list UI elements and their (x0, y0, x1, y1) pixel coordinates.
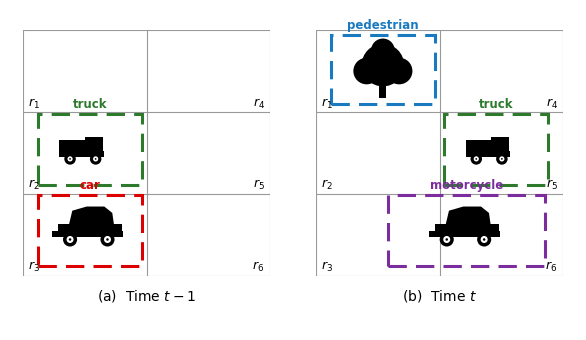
Text: (a)  Time $t-1$: (a) Time $t-1$ (97, 288, 196, 304)
Bar (379, 81, 386, 98)
Text: $r_3$: $r_3$ (321, 259, 333, 274)
Text: $r_5$: $r_5$ (253, 178, 265, 192)
Text: $r_3$: $r_3$ (28, 259, 40, 274)
Text: $r_4$: $r_4$ (253, 97, 265, 111)
Circle shape (69, 238, 71, 241)
Bar (494, 231, 499, 237)
Bar (491, 136, 509, 157)
Circle shape (496, 153, 507, 165)
Text: truck: truck (479, 98, 513, 111)
Text: truck: truck (73, 98, 107, 111)
Bar (101, 151, 104, 157)
Circle shape (100, 233, 114, 246)
Circle shape (93, 156, 98, 162)
Circle shape (499, 156, 505, 162)
Circle shape (106, 238, 109, 241)
Circle shape (386, 58, 413, 84)
Text: $r_6$: $r_6$ (253, 259, 265, 274)
Circle shape (483, 238, 485, 241)
Bar (388, 195, 546, 266)
Bar (429, 231, 435, 237)
Circle shape (371, 38, 395, 62)
Circle shape (90, 153, 101, 165)
Text: $r_2$: $r_2$ (28, 178, 40, 192)
Text: $r_2$: $r_2$ (321, 178, 333, 192)
Circle shape (64, 153, 76, 165)
Bar (60, 140, 85, 157)
Text: $r_5$: $r_5$ (546, 178, 558, 192)
Bar (38, 195, 142, 266)
Bar (38, 114, 142, 185)
Bar (507, 151, 510, 157)
Text: $r_6$: $r_6$ (546, 259, 558, 274)
Text: pedestrian: pedestrian (347, 19, 419, 32)
Bar (117, 231, 123, 237)
Bar (444, 114, 548, 185)
Polygon shape (69, 206, 114, 224)
Bar (466, 140, 491, 157)
Text: car: car (80, 179, 100, 192)
Text: motorcycle: motorcycle (430, 179, 503, 192)
Circle shape (481, 236, 488, 243)
Text: (b)  Time $t$: (b) Time $t$ (402, 288, 477, 304)
Circle shape (501, 158, 503, 160)
Bar (85, 136, 103, 157)
Circle shape (475, 158, 477, 160)
Bar (435, 224, 499, 237)
Circle shape (477, 233, 491, 246)
Text: $r_4$: $r_4$ (546, 97, 558, 111)
Text: $r_1$: $r_1$ (28, 97, 40, 111)
Bar (58, 224, 122, 237)
Circle shape (440, 233, 454, 246)
Circle shape (69, 158, 71, 160)
Polygon shape (446, 206, 490, 224)
Circle shape (443, 236, 450, 243)
Circle shape (95, 158, 97, 160)
Circle shape (445, 238, 448, 241)
Bar (52, 231, 58, 237)
Circle shape (67, 156, 73, 162)
Circle shape (471, 153, 482, 165)
Circle shape (362, 44, 404, 86)
Circle shape (473, 156, 479, 162)
Circle shape (104, 236, 111, 243)
Bar (331, 35, 435, 104)
Text: $r_1$: $r_1$ (321, 97, 333, 111)
Circle shape (63, 233, 77, 246)
Circle shape (353, 58, 380, 84)
Circle shape (67, 236, 74, 243)
